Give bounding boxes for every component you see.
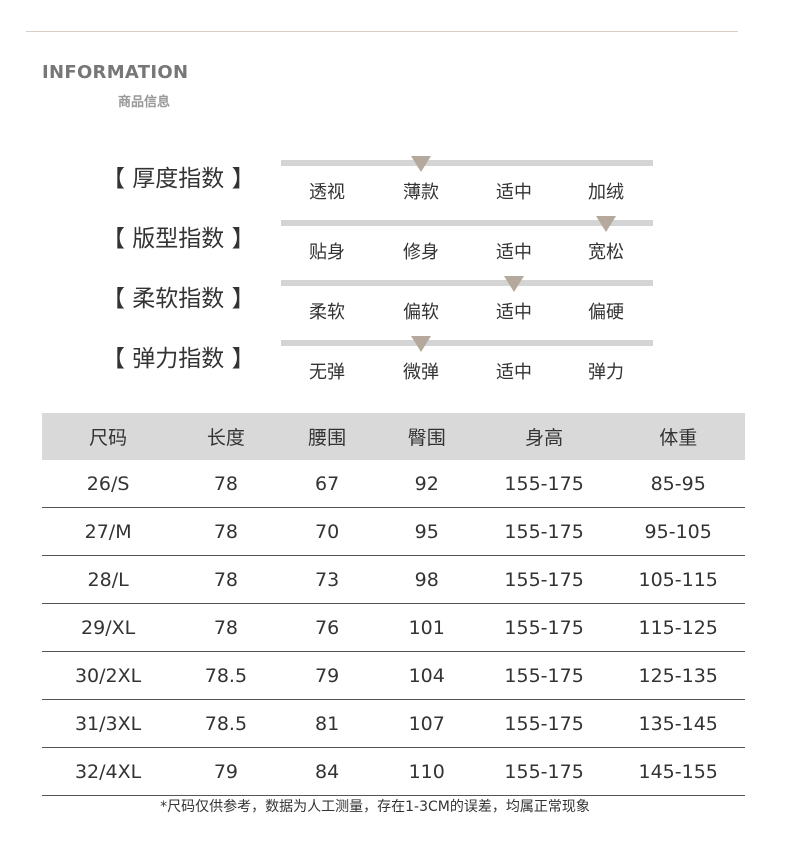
size-table: 尺码 长度 腰围 臀围 身高 体重 26/S 78 67 92 155-175 85-95 27/M 7… (42, 413, 745, 796)
index-option: 适中 (496, 242, 532, 263)
section-title: INFORMATION (42, 62, 189, 83)
table-cell: 155-175 (476, 555, 612, 604)
table-cell: 78 (174, 603, 278, 652)
index-marker-icon (411, 336, 431, 352)
table-row: 28/L 78 73 98 155-175 105-115 (42, 555, 745, 604)
column-header: 身高 (476, 413, 612, 460)
table-row: 30/2XL 78.5 79 104 155-175 125-135 (42, 651, 745, 700)
index-option: 微弹 (403, 362, 439, 383)
table-cell: 115-125 (611, 603, 745, 652)
index-option: 贴身 (309, 242, 345, 263)
index-option: 透视 (309, 182, 345, 203)
index-option: 弹力 (588, 362, 624, 383)
table-cell: 27/M (42, 507, 175, 556)
index-label: 【 版型指数 】 (102, 226, 255, 252)
table-cell: 81 (277, 699, 377, 748)
table-cell: 155-175 (476, 747, 612, 796)
table-cell: 31/3XL (42, 699, 175, 748)
table-cell: 29/XL (42, 603, 175, 652)
table-cell: 107 (376, 699, 477, 748)
index-option: 柔软 (309, 302, 345, 323)
table-cell: 125-135 (611, 651, 745, 700)
table-cell: 155-175 (476, 651, 612, 700)
table-cell: 105-115 (611, 555, 745, 604)
table-cell: 92 (376, 460, 477, 508)
table-cell: 30/2XL (42, 651, 175, 700)
table-cell: 78.5 (174, 651, 278, 700)
column-header: 腰围 (277, 413, 377, 460)
table-cell: 95 (376, 507, 477, 556)
table-row: 27/M 78 70 95 155-175 95-105 (42, 507, 745, 556)
index-bar (281, 340, 653, 346)
table-cell: 78 (174, 460, 278, 508)
column-header: 长度 (174, 413, 278, 460)
index-option: 适中 (496, 362, 532, 383)
table-cell: 70 (277, 507, 377, 556)
table-cell: 135-145 (611, 699, 745, 748)
table-cell: 155-175 (476, 699, 612, 748)
table-row: 26/S 78 67 92 155-175 85-95 (42, 460, 745, 508)
table-cell: 79 (277, 651, 377, 700)
section-subtitle: 商品信息 (118, 95, 171, 110)
index-option: 修身 (403, 242, 439, 263)
table-cell: 85-95 (611, 460, 745, 508)
index-option: 薄款 (403, 182, 439, 203)
table-row: 29/XL 78 76 101 155-175 115-125 (42, 603, 745, 652)
table-cell: 155-175 (476, 507, 612, 556)
table-cell: 78.5 (174, 699, 278, 748)
index-bar (281, 220, 653, 226)
column-header: 尺码 (42, 413, 175, 460)
table-cell: 67 (277, 460, 377, 508)
column-header: 体重 (611, 413, 745, 460)
index-option: 宽松 (588, 242, 624, 263)
divider (26, 31, 738, 32)
table-cell: 101 (376, 603, 477, 652)
index-label: 【 弹力指数 】 (102, 346, 255, 372)
table-cell: 145-155 (611, 747, 745, 796)
table-cell: 26/S (42, 460, 175, 508)
table-row: 31/3XL 78.5 81 107 155-175 135-145 (42, 699, 745, 748)
table-cell: 98 (376, 555, 477, 604)
table-cell: 78 (174, 555, 278, 604)
table-header: 尺码 长度 腰围 臀围 身高 体重 (42, 413, 745, 460)
footnote: *尺码仅供参考，数据为人工测量，存在1-3CM的误差，均属正常现象 (160, 799, 590, 815)
table-cell: 95-105 (611, 507, 745, 556)
index-option: 偏硬 (588, 302, 624, 323)
table-cell: 84 (277, 747, 377, 796)
column-header: 臀围 (376, 413, 477, 460)
index-label: 【 厚度指数 】 (102, 166, 255, 192)
index-bar (281, 280, 653, 286)
table-cell: 32/4XL (42, 747, 175, 796)
table-cell: 155-175 (476, 603, 612, 652)
index-label: 【 柔软指数 】 (102, 286, 255, 312)
index-option: 加绒 (588, 182, 624, 203)
index-option: 偏软 (403, 302, 439, 323)
index-bar (281, 160, 653, 166)
table-cell: 79 (174, 747, 278, 796)
table-cell: 104 (376, 651, 477, 700)
table-cell: 76 (277, 603, 377, 652)
table-cell: 28/L (42, 555, 175, 604)
index-marker-icon (504, 276, 524, 292)
index-option: 无弹 (309, 362, 345, 383)
index-marker-icon (596, 216, 616, 232)
table-row: 32/4XL 79 84 110 155-175 145-155 (42, 747, 745, 796)
table-cell: 73 (277, 555, 377, 604)
index-option: 适中 (496, 182, 532, 203)
table-cell: 155-175 (476, 460, 612, 508)
index-marker-icon (411, 156, 431, 172)
table-cell: 110 (376, 747, 477, 796)
index-option: 适中 (496, 302, 532, 323)
table-cell: 78 (174, 507, 278, 556)
